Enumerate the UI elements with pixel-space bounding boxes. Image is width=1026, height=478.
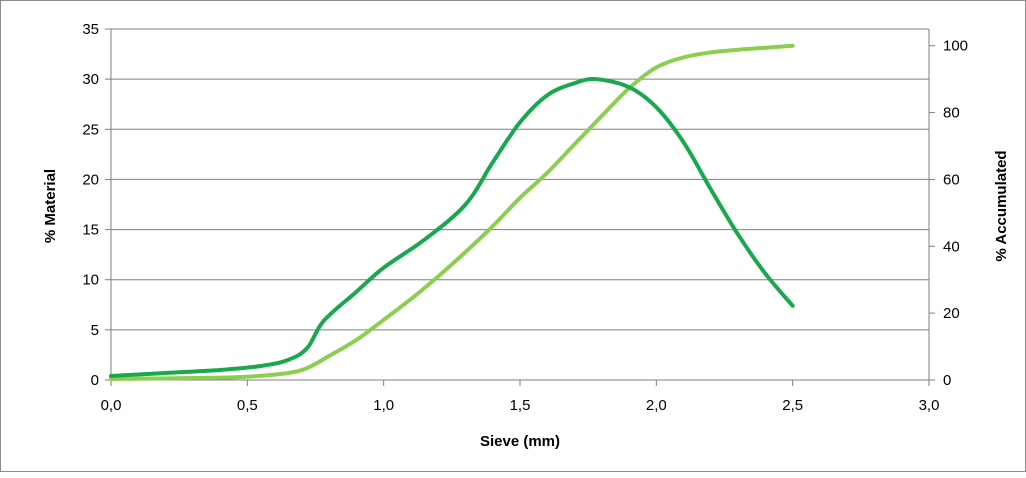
y-left-tick-label: 25: [82, 121, 99, 138]
x-tick-label: 2,5: [782, 397, 803, 414]
x-tick-label: 0,5: [237, 397, 258, 414]
y-left-tick-label: 20: [82, 171, 99, 188]
y-left-tick-label: 5: [91, 322, 99, 339]
y-axis-right-label: % Accumulated: [993, 150, 1010, 261]
y-right-tick-label: 80: [943, 105, 960, 122]
x-axis-label: Sieve (mm): [480, 433, 560, 450]
y-right-tick-label: 100: [943, 38, 968, 55]
y-right-tick-label: 40: [943, 238, 960, 255]
y-left-tick-label: 10: [82, 272, 99, 289]
tick-labels: 0 5 10 15 20 25 30 35 0 20 40 60 80 100 0,0 0,5 1,0 1,5 2,…: [82, 21, 968, 414]
y-left-tick-label: 30: [82, 71, 99, 88]
x-tick-label: 1,0: [373, 397, 394, 414]
x-tick-label: 0,0: [101, 397, 122, 414]
gridlines: [111, 28, 929, 331]
y-left-tick-label: 15: [82, 222, 99, 239]
y-right-tick-label: 60: [943, 171, 960, 188]
x-tick-label: 1,5: [510, 397, 531, 414]
y-axis-left-label: % Material: [42, 169, 59, 243]
series-lines: [109, 43, 795, 381]
axes: [105, 28, 935, 386]
series-line-accumulated: [109, 43, 795, 381]
y-right-tick-label: 20: [943, 305, 960, 322]
y-right-tick-label: 0: [943, 372, 951, 389]
x-tick-label: 2,0: [646, 397, 667, 414]
y-left-tick-label: 35: [82, 21, 99, 38]
x-tick-label: 3,0: [919, 397, 940, 414]
y-left-tick-label: 0: [91, 372, 99, 389]
series-line-material: [109, 76, 795, 378]
